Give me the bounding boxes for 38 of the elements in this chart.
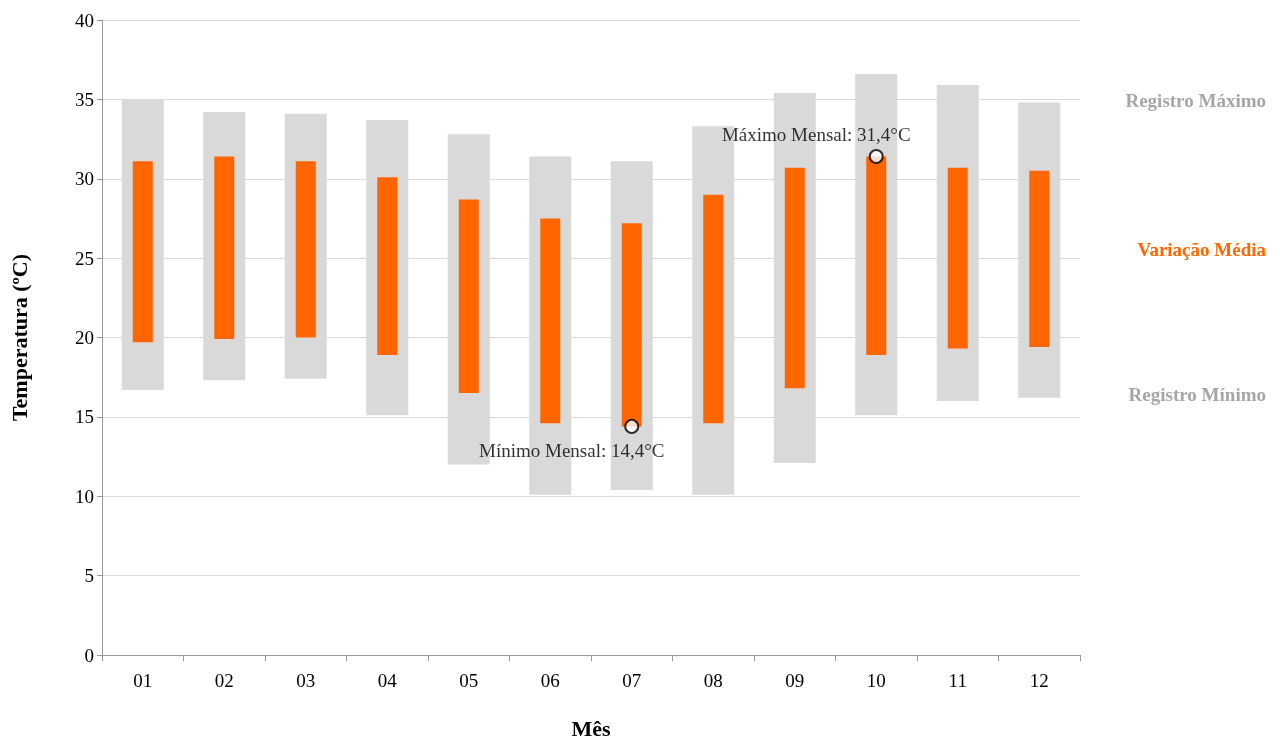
x-tick-label: 12 xyxy=(1029,670,1049,691)
annotation: Mínimo Mensal: 14,4°C xyxy=(479,439,665,461)
bar xyxy=(295,161,316,338)
x-tick-label: 07 xyxy=(622,670,642,691)
annotation: Máximo Mensal: 31,4°C xyxy=(721,124,911,146)
bar xyxy=(377,177,398,355)
y-tick-label: 5 xyxy=(84,565,94,587)
y-tick-label: 40 xyxy=(75,9,94,31)
bar xyxy=(947,167,968,349)
bar xyxy=(540,218,561,424)
x-tick-label: 01 xyxy=(133,670,153,691)
x-tick-label: 10 xyxy=(866,670,886,691)
x-axis-title: Mês xyxy=(571,715,611,741)
y-tick-label: 10 xyxy=(75,485,94,507)
text: Variação Média xyxy=(1137,239,1267,260)
bar xyxy=(458,199,479,394)
y-tick-label: 15 xyxy=(75,406,94,428)
x-tick-label: 02 xyxy=(214,670,234,691)
x-tick-label: 06 xyxy=(540,670,560,691)
y-tick-label: 0 xyxy=(84,644,94,666)
y-tick-label: 25 xyxy=(75,247,94,269)
x-tick-label: 08 xyxy=(703,670,723,691)
bar xyxy=(784,167,805,389)
x-tick-label: 11 xyxy=(948,670,967,691)
y-axis-title: Temperatura (ºC) xyxy=(6,253,32,422)
text: Registro Mínimo xyxy=(1128,384,1267,405)
x-tick-label: 09 xyxy=(785,670,805,691)
y-tick-label: 35 xyxy=(75,88,94,110)
bar xyxy=(132,161,153,343)
bar xyxy=(703,194,724,424)
x-tick-label: 04 xyxy=(377,670,398,691)
text: Registro Máximo xyxy=(1125,90,1267,111)
bar xyxy=(214,156,235,340)
bar xyxy=(1029,170,1050,348)
x-tick-label: 05 xyxy=(459,670,479,691)
y-tick-label: 30 xyxy=(75,168,94,190)
y-tick-label: 20 xyxy=(75,327,94,348)
x-tick-label: 03 xyxy=(296,670,316,691)
